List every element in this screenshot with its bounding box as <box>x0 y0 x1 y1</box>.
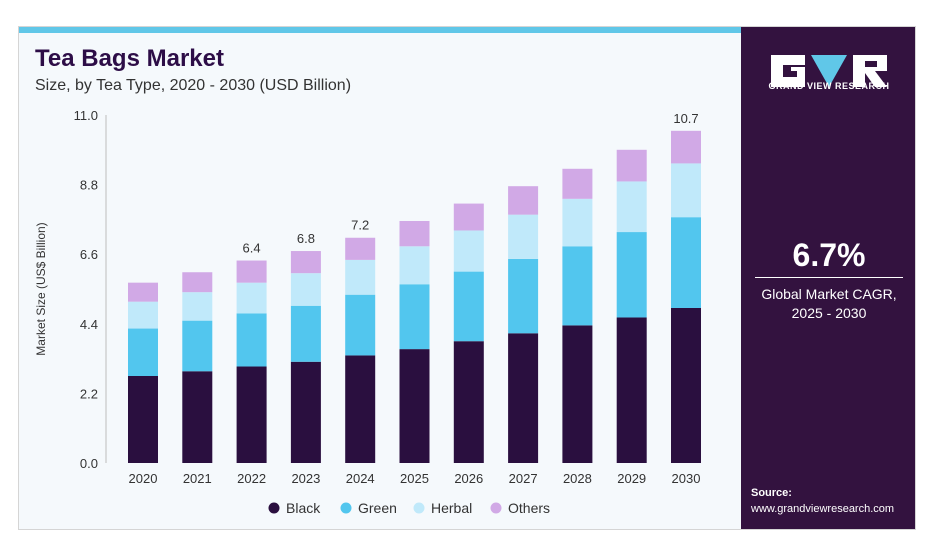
bar-herbal-2029 <box>616 181 647 233</box>
bar-others-2020 <box>128 282 158 302</box>
cagr-value: 6.7% <box>792 237 866 273</box>
bar-others-2028 <box>562 168 593 199</box>
bar-others-2023 <box>290 251 321 274</box>
y-tick-label-4-4: 4.4 <box>80 317 98 332</box>
bar-others-2022 <box>236 260 267 283</box>
cagr-label: Global Market CAGR, 2025 - 2030 <box>741 285 915 323</box>
stacked-bar-chart: 0.0 2.2 4.4 6.6 8.8 11.0 Market Size (US$ Bill… <box>34 108 701 516</box>
legend-swatch-others <box>490 502 502 514</box>
brand-name: GRAND VIEW RESEARCH <box>768 81 890 91</box>
chart-card: Tea Bags Market Size, by Tea Type, 2020 … <box>18 26 916 530</box>
x-tick-label-2025: 2025 <box>400 471 429 486</box>
bar-black-2023 <box>290 361 321 463</box>
bar-green-2023 <box>290 305 321 362</box>
x-tick-label-2030: 2030 <box>672 471 701 486</box>
x-tick-label-2029: 2029 <box>617 471 646 486</box>
bar-others-2029 <box>616 149 647 182</box>
bar-herbal-2026 <box>453 230 484 272</box>
legend-label-others: Others <box>508 500 550 516</box>
accent-bar <box>19 27 741 33</box>
bar-black-2021 <box>182 371 213 463</box>
cagr-label-line2: 2025 - 2030 <box>791 305 867 321</box>
page-title: Tea Bags Market <box>35 45 224 72</box>
x-tick-label-2023: 2023 <box>291 471 320 486</box>
bar-black-2020 <box>128 376 158 463</box>
bar-black-2024 <box>345 355 376 463</box>
bar-green-2020 <box>128 328 158 376</box>
y-tick-label-8-8: 8.8 <box>80 178 98 193</box>
bar-green-2025 <box>399 284 430 350</box>
x-tick-label-2028: 2028 <box>563 471 592 486</box>
bar-herbal-2028 <box>562 198 593 247</box>
legend-swatch-black <box>268 502 280 514</box>
x-tick-label-2022: 2022 <box>237 471 266 486</box>
x-tick-label-2026: 2026 <box>454 471 483 486</box>
bar-green-2029 <box>616 232 647 318</box>
bar-black-2030 <box>671 307 701 463</box>
data-label-2030: 10.7 <box>673 111 698 126</box>
y-tick-label-11-0: 11.0 <box>74 108 98 123</box>
legend-label-black: Black <box>286 500 321 516</box>
cagr-divider <box>755 277 903 278</box>
bar-green-2030 <box>671 217 701 308</box>
bar-green-2024 <box>345 294 376 356</box>
x-tick-label-2024: 2024 <box>346 471 375 486</box>
y-tick-label-2-2: 2.2 <box>80 386 98 401</box>
bar-others-2025 <box>399 220 430 247</box>
bar-green-2028 <box>562 246 593 326</box>
legend-label-green: Green <box>358 500 397 516</box>
gvr-logo-icon <box>771 55 887 87</box>
bar-green-2027 <box>508 258 539 334</box>
bar-herbal-2023 <box>290 273 321 306</box>
bar-herbal-2024 <box>345 259 376 295</box>
y-tick-label-0-0: 0.0 <box>80 456 98 471</box>
bar-black-2026 <box>453 341 484 463</box>
bar-black-2025 <box>399 349 430 463</box>
data-label-2022: 6.4 <box>243 241 261 256</box>
sidebar-panel: GRAND VIEW RESEARCH 6.7% Global Market C… <box>741 27 915 529</box>
cagr-label-line1: Global Market CAGR, <box>761 286 897 302</box>
legend-label-herbal: Herbal <box>431 500 472 516</box>
bar-others-2030 <box>671 130 701 164</box>
legend-swatch-green <box>340 502 352 514</box>
bar-herbal-2025 <box>399 246 430 285</box>
y-tick-label-6-6: 6.6 <box>80 247 98 262</box>
source-label: Source: <box>751 487 792 499</box>
bar-herbal-2022 <box>236 282 267 314</box>
bar-others-2024 <box>345 237 376 260</box>
x-tick-label-2027: 2027 <box>509 471 538 486</box>
page-subtitle: Size, by Tea Type, 2020 - 2030 (USD Bill… <box>35 77 352 94</box>
x-tick-label-2020: 2020 <box>129 471 158 486</box>
bar-others-2021 <box>182 272 213 293</box>
bar-herbal-2020 <box>128 301 158 329</box>
y-axis-title: Market Size (US$ Billion) <box>34 222 48 355</box>
bar-herbal-2027 <box>508 214 539 259</box>
bar-black-2028 <box>562 325 593 463</box>
x-tick-label-2021: 2021 <box>183 471 212 486</box>
bar-green-2022 <box>236 313 267 367</box>
bar-others-2027 <box>508 186 539 215</box>
legend-swatch-herbal <box>413 502 425 514</box>
bar-black-2022 <box>236 366 267 463</box>
bar-green-2026 <box>453 271 484 342</box>
bar-herbal-2021 <box>182 292 213 321</box>
bar-black-2027 <box>508 333 539 463</box>
bar-black-2029 <box>616 317 647 463</box>
bar-green-2021 <box>182 320 213 372</box>
source-link[interactable]: www.grandviewresearch.com <box>751 503 895 515</box>
bar-herbal-2030 <box>671 163 701 218</box>
data-label-2023: 6.8 <box>297 231 315 246</box>
data-label-2024: 7.2 <box>351 218 369 233</box>
bar-others-2026 <box>453 203 484 231</box>
